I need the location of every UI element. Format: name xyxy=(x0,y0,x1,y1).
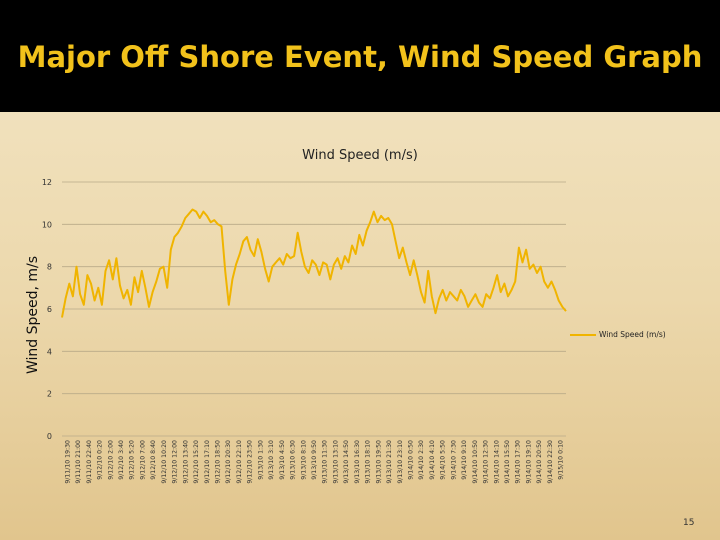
x-tick-label: 9/12/10 7:00 xyxy=(139,440,146,480)
x-tick-label: 9/14/10 15:50 xyxy=(504,440,511,484)
x-tick-label: 9/12/10 8:40 xyxy=(150,440,157,480)
x-tick-label: 9/13/10 9:50 xyxy=(311,440,318,480)
x-tick-label: 9/13/10 13:10 xyxy=(332,440,339,484)
x-tick-label: 9/12/10 22:10 xyxy=(236,440,243,484)
x-tick-label: 9/11/10 22:40 xyxy=(86,440,93,484)
x-tick-label: 9/12/10 12:00 xyxy=(172,440,179,484)
x-tick-label: 9/12/10 3:40 xyxy=(118,440,125,480)
title-bar xyxy=(0,0,720,112)
x-tick-label: 9/13/10 16:30 xyxy=(354,440,361,484)
x-tick-label: 9/12/10 23:50 xyxy=(247,440,254,484)
x-tick-label: 9/13/10 3:10 xyxy=(268,440,275,480)
x-tick-label: 9/13/10 6:30 xyxy=(290,440,297,480)
x-tick-label: 9/14/10 22:30 xyxy=(547,440,554,484)
x-tick-label: 9/14/10 10:50 xyxy=(472,440,479,484)
x-tick-label: 9/14/10 17:30 xyxy=(515,440,522,484)
x-tick-label: 9/14/10 5:50 xyxy=(440,440,447,480)
x-tick-label: 9/11/10 21:00 xyxy=(75,440,82,484)
x-tick-label: 9/12/10 15:20 xyxy=(193,440,200,484)
chart-title: Wind Speed (m/s) xyxy=(302,148,418,163)
x-tick-label: 9/12/10 0:20 xyxy=(97,440,104,480)
x-tick-label: 9/14/10 7:30 xyxy=(450,440,457,480)
x-tick-label: 9/14/10 0:50 xyxy=(408,440,415,480)
page-number: 15 xyxy=(683,518,695,528)
x-tick-label: 9/12/10 17:10 xyxy=(204,440,211,484)
y-tick-label: 2 xyxy=(47,390,52,399)
x-tick-label: 9/13/10 14:50 xyxy=(343,440,350,484)
y-tick-label: 8 xyxy=(47,263,52,272)
x-tick-label: 9/14/10 12:30 xyxy=(483,440,490,484)
x-tick-label: 9/11/10 19:30 xyxy=(64,440,71,484)
x-tick-label: 9/12/10 10:20 xyxy=(161,440,168,484)
x-tick-label: 9/13/10 19:50 xyxy=(375,440,382,484)
y-tick-label: 12 xyxy=(42,178,52,187)
legend-label: Wind Speed (m/s) xyxy=(599,330,666,339)
y-tick-label: 0 xyxy=(47,432,52,441)
x-tick-label: 9/14/10 14:10 xyxy=(493,440,500,484)
x-tick-label: 9/12/10 18:50 xyxy=(214,440,221,484)
legend: Wind Speed (m/s) xyxy=(570,330,666,339)
x-tick-label: 9/13/10 18:10 xyxy=(365,440,372,484)
legend-line-swatch xyxy=(570,333,596,336)
y-tick-label: 10 xyxy=(42,220,52,229)
x-tick-label: 9/14/10 2:30 xyxy=(418,440,425,480)
x-tick-label: 9/13/10 21:30 xyxy=(386,440,393,484)
x-tick-label: 9/15/10 0:10 xyxy=(558,440,565,480)
x-tick-label: 9/13/10 8:10 xyxy=(300,440,307,480)
x-tick-label: 9/12/10 5:20 xyxy=(129,440,136,480)
x-tick-label: 9/13/10 1:30 xyxy=(257,440,264,480)
x-tick-label: 9/12/10 2:00 xyxy=(107,440,114,480)
x-tick-label: 9/14/10 4:10 xyxy=(429,440,436,480)
x-tick-label: 9/13/10 23:10 xyxy=(397,440,404,484)
slide-title: Major Off Shore Event, Wind Speed Graph xyxy=(17,40,703,74)
x-tick-label: 9/14/10 19:10 xyxy=(525,440,532,484)
x-tick-label: 9/14/10 20:50 xyxy=(536,440,543,484)
x-tick-label: 9/12/10 20:30 xyxy=(225,440,232,484)
y-tick-label: 6 xyxy=(47,305,52,314)
x-tick-label: 9/14/10 9:10 xyxy=(461,440,468,480)
x-tick-label: 9/12/10 13:40 xyxy=(182,440,189,484)
x-tick-label: 9/13/10 11:30 xyxy=(322,440,329,484)
x-tick-label: 9/13/10 4:50 xyxy=(279,440,286,480)
series-line-wind-speed xyxy=(61,208,567,318)
y-tick-label: 4 xyxy=(47,347,52,356)
